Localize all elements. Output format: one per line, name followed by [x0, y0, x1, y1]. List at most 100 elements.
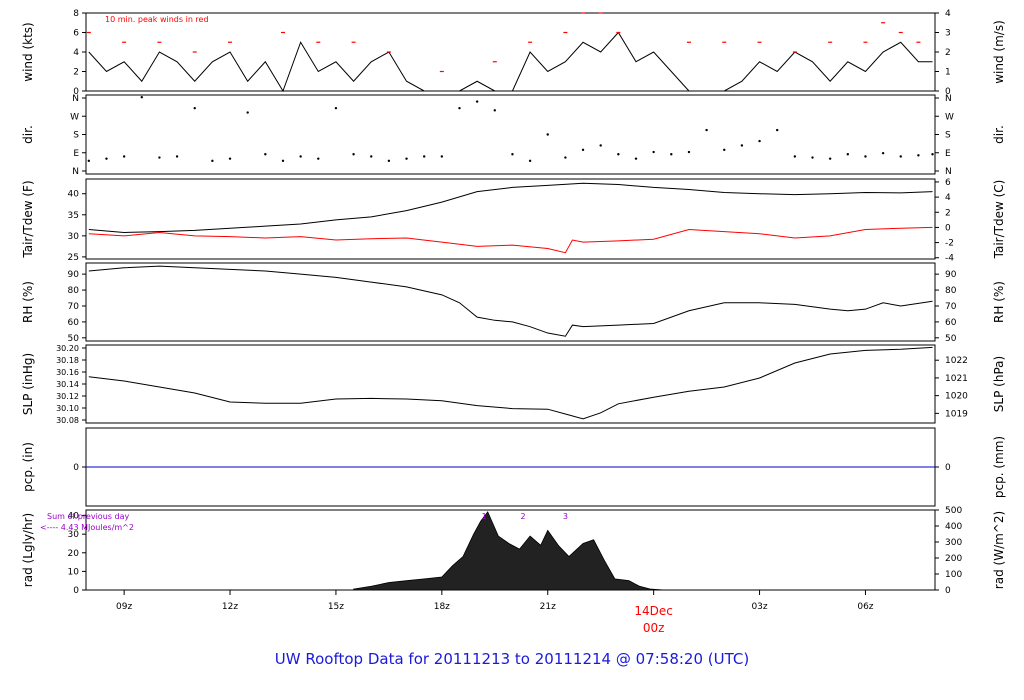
- series-line-rh-rh: [88, 265, 933, 337]
- panel-frame-dir: [85, 94, 936, 175]
- x-tick-label: 09z: [116, 602, 132, 612]
- rad-annotation-line2: <---- 4.43 MJoules/m^2: [40, 523, 134, 532]
- right-tick-label-temp: 4: [945, 193, 951, 203]
- left-tick-label-slp: 30.20: [56, 344, 79, 353]
- direction-point: [828, 157, 832, 160]
- left-tick-label-dir: S: [73, 131, 79, 141]
- direction-point: [122, 155, 126, 158]
- right-tick-label-temp: 2: [945, 208, 951, 218]
- left-tick-label-rad: 10: [68, 567, 80, 577]
- x-tick-label: 21z: [540, 602, 556, 612]
- right-tick-label-wind: 1: [945, 68, 951, 78]
- panel-frame-slp: [85, 344, 936, 424]
- direction-point: [493, 109, 496, 112]
- direction-point: [370, 155, 373, 158]
- left-tick-label-rad: 0: [73, 586, 79, 596]
- ylabel-right-rad: rad (W/m^2): [992, 511, 1006, 589]
- direction-point: [705, 128, 708, 132]
- right-tick-label-rad: 300: [945, 538, 962, 548]
- right-tick-label-slp: 1021: [945, 374, 968, 384]
- direction-point: [723, 148, 726, 152]
- ylabel-right-rh: RH (%): [992, 281, 1006, 323]
- left-tick-label-rh: 50: [68, 334, 80, 344]
- right-tick-label-rh: 80: [945, 286, 957, 296]
- direction-point: [546, 133, 549, 136]
- left-tick-label-wind: 8: [73, 9, 79, 19]
- x-tick-label: 18z: [434, 602, 450, 612]
- left-tick-label-slp: 30.08: [56, 416, 79, 425]
- right-tick-label-rh: 50: [945, 334, 957, 344]
- chart-title: UW Rooftop Data for 20111213 to 20111214…: [274, 650, 750, 668]
- x-tick-label: 15z: [328, 602, 344, 612]
- left-tick-label-wind: 4: [73, 48, 79, 58]
- right-tick-label-rad: 400: [945, 522, 962, 532]
- left-tick-label-slp: 30.12: [56, 392, 79, 401]
- direction-point: [776, 128, 779, 132]
- direction-point: [917, 154, 920, 157]
- ylabel-right-slp: SLP (hPa): [992, 356, 1006, 412]
- direction-point: [564, 156, 567, 159]
- left-tick-label-temp: 30: [68, 232, 80, 242]
- right-tick-label-temp: -2: [945, 239, 954, 249]
- direction-point: [387, 159, 391, 163]
- right-tick-label-rh: 70: [945, 302, 957, 312]
- right-tick-label-wind: 4: [945, 9, 951, 19]
- left-tick-label-dir: E: [73, 149, 79, 159]
- direction-point: [440, 155, 444, 158]
- right-tick-label-rad: 200: [945, 554, 962, 564]
- x-tick-label: 03z: [751, 602, 767, 612]
- left-tick-label-dir: W: [70, 112, 79, 122]
- right-tick-label-wind: 3: [945, 29, 951, 39]
- right-tick-label-rh: 90: [945, 270, 957, 280]
- rad-peak-marker: 2: [520, 512, 525, 521]
- direction-point: [299, 155, 302, 158]
- ylabel-right-wind: wind (m/s): [992, 20, 1006, 84]
- direction-point: [687, 150, 691, 154]
- left-tick-label-rh: 90: [68, 270, 80, 280]
- right-tick-label-rad: 0: [945, 586, 951, 596]
- left-tick-label-temp: 40: [68, 190, 80, 200]
- direction-point: [87, 159, 91, 163]
- right-tick-label-slp: 1020: [945, 392, 968, 402]
- direction-point: [864, 155, 867, 158]
- ylabel-left-temp: Tair/Tdew (F): [21, 180, 35, 258]
- direction-point: [352, 153, 355, 156]
- direction-point: [740, 144, 744, 147]
- right-tick-label-wind: 0: [945, 87, 951, 97]
- panel-frame-wind: [85, 12, 936, 92]
- left-tick-label-slp: 30.16: [56, 368, 79, 377]
- left-tick-label-dir: N: [72, 167, 79, 177]
- right-tick-label-rad: 500: [945, 506, 962, 516]
- ylabel-right-temp: Tair/Tdew (C): [992, 180, 1006, 260]
- left-tick-label-slp: 30.10: [56, 404, 79, 413]
- left-tick-label-wind: 0: [73, 87, 79, 97]
- direction-point: [475, 100, 479, 103]
- rad-annotation-line1: Sum of previous day: [47, 512, 129, 521]
- right-tick-label-wind: 2: [945, 48, 951, 58]
- direction-point: [105, 157, 108, 160]
- series-line-wind-wind: [88, 31, 933, 93]
- right-tick-label-pcp: 0: [945, 463, 951, 473]
- direction-point: [617, 153, 620, 156]
- left-tick-label-rh: 80: [68, 286, 80, 296]
- right-tick-label-dir: N: [945, 94, 952, 104]
- direction-point: [528, 159, 532, 163]
- right-tick-label-dir: S: [945, 131, 951, 141]
- ylabel-left-dir: dir.: [21, 125, 35, 144]
- rad-peak-marker: 3: [563, 512, 568, 521]
- direction-point: [931, 153, 934, 156]
- right-tick-label-slp: 1022: [945, 356, 968, 366]
- direction-point: [334, 106, 338, 110]
- direction-point: [281, 159, 285, 163]
- series-line-temp-tair: [88, 182, 933, 233]
- ylabel-left-pcp: pcp. (in): [21, 442, 35, 492]
- left-tick-label-rad: 20: [68, 549, 80, 559]
- direction-point: [211, 159, 214, 163]
- left-tick-label-wind: 2: [73, 68, 79, 78]
- direction-point: [228, 157, 232, 160]
- date-marker-sublabel: 00z: [643, 621, 665, 635]
- wind-annotation: 10 min. peak winds in red: [105, 15, 209, 24]
- right-tick-label-temp: 6: [945, 178, 951, 188]
- direction-point: [793, 155, 797, 158]
